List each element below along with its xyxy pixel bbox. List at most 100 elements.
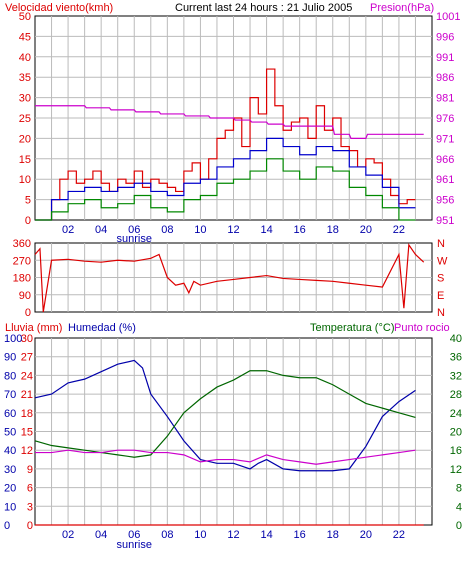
climate-panel-xtick: 14 bbox=[260, 529, 272, 541]
humidity-ytick: 70 bbox=[4, 389, 16, 401]
rain-ytick: 24 bbox=[21, 370, 33, 382]
rain-ytick: 3 bbox=[27, 501, 33, 513]
dir-series-0 bbox=[34, 243, 425, 313]
pressure-ytick: 986 bbox=[436, 72, 454, 84]
wind-panel-xtick: 20 bbox=[360, 224, 372, 236]
wind-ytick: 25 bbox=[19, 113, 31, 125]
humidity-label: Humedad (%) bbox=[68, 322, 136, 334]
wind-ytick: 50 bbox=[19, 11, 31, 23]
dir-compass-label: W bbox=[437, 255, 448, 267]
wind-series-2 bbox=[35, 158, 416, 221]
humidity-ytick: 60 bbox=[4, 408, 16, 420]
climate-series-2 bbox=[35, 449, 416, 465]
wind-ytick: 10 bbox=[19, 174, 31, 186]
rain-ytick: 18 bbox=[21, 408, 33, 420]
pressure-ytick: 981 bbox=[436, 93, 454, 105]
rain-ytick: 30 bbox=[21, 333, 33, 345]
rain-ytick: 15 bbox=[21, 427, 33, 439]
temp-ytick: 24 bbox=[450, 408, 462, 420]
rain-ytick: 0 bbox=[27, 520, 33, 532]
wind-panel-xtick: 14 bbox=[260, 224, 272, 236]
wind-ytick: 45 bbox=[19, 31, 31, 43]
rain-label: Lluvia (mm) bbox=[5, 322, 62, 334]
wind-panel-xtick: 02 bbox=[62, 224, 74, 236]
humidity-ytick: 90 bbox=[4, 352, 16, 364]
rain-ytick: 9 bbox=[27, 464, 33, 476]
dir-ytick: 180 bbox=[13, 273, 31, 285]
climate-panel-xtick: 04 bbox=[95, 529, 107, 541]
dewpoint-label: Punto rocio bbox=[394, 322, 450, 334]
pressure-ytick: 961 bbox=[436, 174, 454, 186]
wind-ytick: 30 bbox=[19, 93, 31, 105]
period-title: Current last 24 hours : 21 Julio 2005 bbox=[175, 2, 352, 14]
pressure-ytick: 951 bbox=[436, 215, 454, 227]
temp-ytick: 20 bbox=[450, 427, 462, 439]
pressure-ytick: 956 bbox=[436, 195, 454, 207]
wind-panel-xtick: 22 bbox=[393, 224, 405, 236]
pressure-ytick: 966 bbox=[436, 154, 454, 166]
dir-ytick: 270 bbox=[13, 255, 31, 267]
humidity-ytick: 20 bbox=[4, 483, 16, 495]
climate-panel-xtick: 06 bbox=[128, 529, 140, 541]
humidity-ytick: 80 bbox=[4, 370, 16, 382]
sunrise-label-2: sunrise bbox=[117, 539, 152, 551]
temp-ytick: 8 bbox=[456, 483, 462, 495]
wind-panel-xtick: 12 bbox=[227, 224, 239, 236]
humidity-ytick: 30 bbox=[4, 464, 16, 476]
wind-ytick: 20 bbox=[19, 133, 31, 145]
temp-ytick: 40 bbox=[450, 333, 462, 345]
rain-ytick: 21 bbox=[21, 389, 33, 401]
humidity-ytick: 0 bbox=[4, 520, 10, 532]
wind-panel-xtick: 18 bbox=[327, 224, 339, 236]
temp-ytick: 0 bbox=[456, 520, 462, 532]
wind-panel-xtick: 06 bbox=[128, 224, 140, 236]
temp-ytick: 32 bbox=[450, 370, 462, 382]
wind-series-3 bbox=[35, 105, 424, 139]
climate-panel-xtick: 18 bbox=[327, 529, 339, 541]
humidity-ytick: 100 bbox=[4, 333, 22, 345]
rain-ytick: 12 bbox=[21, 445, 33, 457]
pressure-ytick: 971 bbox=[436, 133, 454, 145]
humidity-ytick: 50 bbox=[4, 427, 16, 439]
climate-panel-xtick: 12 bbox=[227, 529, 239, 541]
wind-title: Velocidad viento(kmh) bbox=[5, 2, 113, 14]
temp-ytick: 4 bbox=[456, 501, 462, 513]
dir-compass-label: N bbox=[437, 238, 445, 250]
temp-label: Temperatura (°C) bbox=[310, 322, 394, 334]
wind-panel-xtick: 16 bbox=[294, 224, 306, 236]
wind-panel-xtick: 10 bbox=[194, 224, 206, 236]
dir-compass-label: E bbox=[437, 290, 444, 302]
pressure-ytick: 996 bbox=[436, 31, 454, 43]
wind-ytick: 15 bbox=[19, 154, 31, 166]
temp-ytick: 36 bbox=[450, 352, 462, 364]
dir-ytick: 360 bbox=[13, 238, 31, 250]
dir-ytick: 0 bbox=[25, 307, 31, 319]
pressure-title: Presion(hPa) bbox=[370, 2, 434, 14]
sunrise-label: sunrise bbox=[117, 233, 152, 245]
pressure-ytick: 976 bbox=[436, 113, 454, 125]
wind-ytick: 35 bbox=[19, 72, 31, 84]
dir-compass-label: S bbox=[437, 273, 444, 285]
temp-ytick: 12 bbox=[450, 464, 462, 476]
dir-ytick: 90 bbox=[19, 290, 31, 302]
wind-ytick: 5 bbox=[25, 195, 31, 207]
wind-ytick: 40 bbox=[19, 52, 31, 64]
pressure-ytick: 1001 bbox=[436, 11, 460, 23]
climate-panel-xtick: 16 bbox=[294, 529, 306, 541]
temp-ytick: 16 bbox=[450, 445, 462, 457]
climate-panel-xtick: 20 bbox=[360, 529, 372, 541]
humidity-ytick: 10 bbox=[4, 501, 16, 513]
wind-panel-xtick: 08 bbox=[161, 224, 173, 236]
climate-panel-xtick: 10 bbox=[194, 529, 206, 541]
humidity-ytick: 40 bbox=[4, 445, 16, 457]
climate-panel-xtick: 22 bbox=[393, 529, 405, 541]
climate-panel-xtick: 02 bbox=[62, 529, 74, 541]
rain-ytick: 27 bbox=[21, 352, 33, 364]
climate-panel-xtick: 08 bbox=[161, 529, 173, 541]
wind-series-1 bbox=[35, 137, 416, 221]
rain-ytick: 6 bbox=[27, 483, 33, 495]
dir-compass-label: N bbox=[437, 307, 445, 319]
temp-ytick: 28 bbox=[450, 389, 462, 401]
